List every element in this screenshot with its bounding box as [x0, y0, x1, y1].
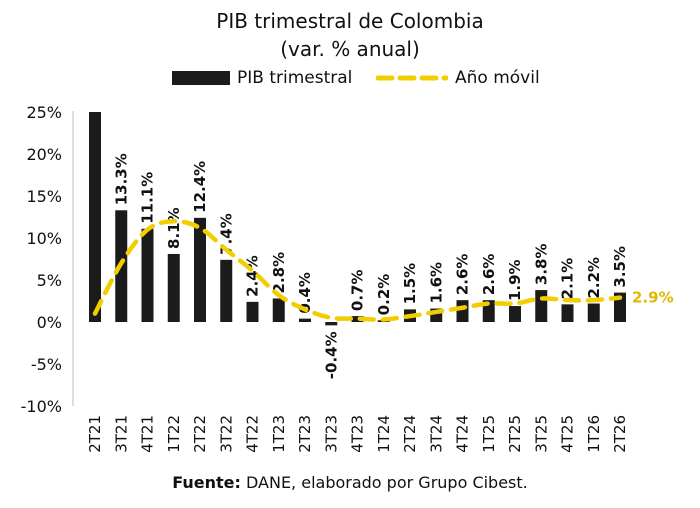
bar	[141, 228, 154, 322]
x-tick-label: 2T26	[611, 415, 629, 453]
bar-data-label: 0.4%	[296, 272, 314, 314]
bar	[220, 259, 233, 322]
bar-data-label: 12.4%	[191, 161, 209, 213]
x-tick-label: 1T23	[270, 415, 288, 453]
x-tick-label: 4T23	[349, 415, 367, 453]
source-text: DANE, elaborado por Grupo Cibest.	[240, 473, 528, 492]
x-tick-label: 1T25	[480, 415, 498, 453]
bar-data-label: -0.4%	[322, 331, 340, 379]
x-tick-label: 2T24	[401, 415, 419, 453]
bar-data-label: 1.5%	[401, 263, 419, 305]
x-tick-label: 4T22	[244, 415, 262, 453]
y-tick-label: 15%	[26, 187, 62, 206]
bar	[456, 300, 469, 322]
x-tick-label: 3T21	[112, 415, 130, 453]
bar	[246, 301, 259, 322]
bar-data-label: 1.6%	[427, 262, 445, 304]
bar-data-label: 2.6%	[480, 254, 498, 296]
legend-label-line: Año móvil	[455, 68, 540, 88]
legend-line-swatch	[376, 75, 448, 81]
bar	[351, 316, 364, 322]
x-tick-label: 1T24	[375, 415, 393, 453]
bar	[89, 112, 101, 322]
bar-data-label: 0.2%	[375, 274, 393, 316]
y-tick-label: 20%	[26, 145, 62, 164]
bar-data-label: 2.2%	[585, 257, 603, 299]
y-axis: 25% 20% 15% 10% 5% 0% -5% -10%	[21, 103, 62, 416]
x-tick-label: 1T22	[165, 415, 183, 453]
x-tick-label: 4T21	[139, 415, 157, 453]
bar	[167, 253, 180, 322]
x-tick-label: 1T26	[585, 415, 603, 453]
x-tick-label: 4T25	[559, 415, 577, 453]
y-tick-label: 0%	[37, 313, 62, 332]
x-tick-label: 3T23	[322, 415, 340, 453]
x-tick-label: 3T22	[217, 415, 235, 453]
y-tick-label: 5%	[37, 271, 62, 290]
bar	[299, 318, 311, 322]
bar-data-label: 0.7%	[349, 270, 367, 312]
trend-line	[92, 218, 623, 322]
x-tick-label: 2T23	[296, 415, 314, 453]
bar-data-label: 1.9%	[506, 259, 524, 301]
x-tick-label: 2T21	[86, 415, 104, 453]
legend-bar-swatch	[172, 71, 230, 85]
x-axis: 2T21 3T21 4T21 1T22 2T22 3T22 4T22 1T23 2T23 3T23…	[86, 415, 629, 453]
bar-data-label: 3.8%	[532, 243, 550, 285]
x-tick-label: 2T25	[506, 415, 524, 453]
y-tick-label: -5%	[31, 355, 62, 374]
bar-data-label: 3.5%	[611, 246, 629, 288]
source-note: Fuente: DANE, elaborado por Grupo Cibest…	[0, 472, 700, 494]
bar-data-label: 2.6%	[454, 254, 472, 296]
legend: PIB trimestral Año móvil	[0, 66, 700, 90]
x-tick-label: 3T24	[427, 415, 445, 453]
source-prefix: Fuente:	[172, 473, 241, 492]
y-tick-label: -10%	[21, 397, 62, 416]
chart-subtitle: (var. % anual)	[280, 37, 420, 61]
bar	[509, 306, 521, 322]
bar	[535, 290, 548, 322]
bar	[561, 304, 574, 322]
bar	[194, 217, 206, 322]
x-tick-label: 2T22	[191, 415, 209, 453]
bar	[272, 298, 285, 322]
y-tick-label: 25%	[26, 103, 62, 122]
chart-title: PIB trimestral de Colombia	[216, 9, 484, 33]
bar-data-labels: 13.3% 11.1%8.1%12.4%7.4%2.4% 2.8% 0.4%-0.4%…	[112, 153, 629, 379]
legend-label-bars: PIB trimestral	[237, 68, 353, 88]
trend-end-label: 2.9%	[632, 289, 674, 307]
x-tick-label: 3T25	[532, 415, 550, 453]
bar-data-label: 2.1%	[559, 258, 577, 300]
bar-data-label: 8.1%	[165, 207, 183, 249]
bar-data-label: 2.8%	[270, 252, 288, 294]
bar	[325, 322, 338, 326]
bar-series	[89, 112, 626, 326]
bar-data-label: 13.3%	[112, 153, 130, 205]
bar	[587, 303, 600, 322]
bar-data-label: 11.1%	[139, 172, 157, 224]
x-tick-label: 4T24	[454, 415, 472, 453]
y-tick-label: 10%	[26, 229, 62, 248]
